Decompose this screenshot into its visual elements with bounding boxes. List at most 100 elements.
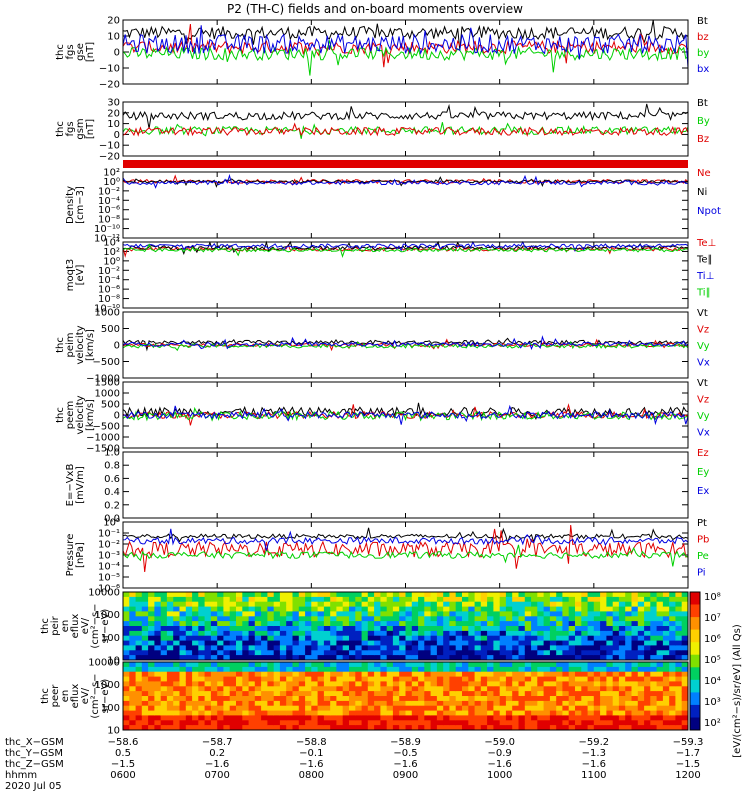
heatmap-cell	[556, 616, 563, 622]
heatmap-cell	[248, 715, 256, 721]
series-Bt	[122, 19, 689, 51]
heatmap-cell	[349, 710, 356, 716]
heatmap-cell	[556, 650, 563, 656]
heatmap-cell	[606, 601, 614, 608]
heatmap-cell	[405, 596, 413, 603]
heatmap-cell	[518, 655, 526, 661]
heatmap-cell	[512, 705, 519, 712]
heatmap-cell	[436, 611, 444, 617]
heatmap-cell	[179, 700, 187, 707]
heatmap-cell	[279, 705, 287, 712]
heatmap-cell	[512, 662, 519, 668]
heatmap-cell	[449, 691, 457, 697]
heatmap-cell	[669, 621, 676, 627]
heatmap-cell	[656, 596, 664, 603]
heatmap-cell	[185, 630, 193, 637]
heatmap-cell	[631, 621, 639, 627]
heatmap-cell	[644, 710, 651, 716]
heatmap-cell	[380, 700, 388, 707]
heatmap-cell	[355, 621, 363, 627]
heatmap-cell	[656, 696, 664, 702]
ytick-label: −1000	[86, 433, 120, 444]
heatmap-cell	[367, 671, 375, 678]
heatmap-cell	[612, 705, 620, 712]
heatmap-cell	[192, 611, 199, 617]
heatmap-cell	[292, 696, 300, 702]
heatmap-cell	[505, 596, 513, 603]
heatmap-cell	[160, 630, 168, 637]
heatmap-cell	[637, 592, 645, 598]
heatmap-cell	[355, 596, 363, 603]
heatmap-cell	[430, 592, 438, 598]
heatmap-cell	[493, 666, 501, 673]
heatmap-cell	[518, 705, 526, 712]
heatmap-cell	[593, 611, 601, 617]
heatmap-cell	[411, 630, 419, 637]
heatmap-cell	[424, 720, 432, 726]
heatmap-cell	[361, 681, 369, 687]
heatmap-cell	[185, 715, 193, 721]
heatmap-cell	[123, 592, 130, 598]
heatmap-cell	[637, 710, 645, 716]
heatmap-cell	[618, 705, 626, 712]
heatmap-cell	[179, 676, 187, 682]
ylabel-line: [km/s]	[85, 329, 96, 361]
heatmap-cell	[637, 635, 645, 642]
heatmap-cell	[311, 635, 319, 642]
heatmap-cell	[631, 640, 639, 646]
colorbar-swatch	[690, 642, 700, 656]
heatmap-cell	[480, 662, 488, 668]
heatmap-cell	[675, 715, 683, 721]
heatmap-cell	[662, 662, 670, 668]
heatmap-cell	[518, 725, 526, 731]
heatmap-cell	[430, 606, 438, 612]
heatmap-cell	[562, 621, 570, 627]
heatmap-cell	[311, 681, 319, 687]
heatmap-cell	[342, 705, 350, 712]
heatmap-cell	[267, 671, 275, 678]
heatmap-cell	[669, 616, 676, 622]
heatmap-cell	[436, 621, 444, 627]
heatmap-cell	[236, 606, 243, 612]
heatmap-cell	[455, 630, 463, 637]
heatmap-cell	[367, 700, 375, 707]
heatmap-cell	[537, 645, 545, 651]
footer-value: 1100	[581, 770, 606, 781]
heatmap-cell	[185, 640, 193, 646]
ytick-label: 10	[107, 119, 120, 130]
heatmap-cell	[323, 720, 331, 726]
ylabel-line: peem	[65, 401, 76, 429]
heatmap-cell	[267, 640, 275, 646]
heatmap-cell	[625, 650, 632, 656]
heatmap-cell	[160, 720, 168, 726]
heatmap-cell	[662, 720, 670, 726]
heatmap-cell	[254, 662, 262, 668]
heatmap-cell	[468, 671, 476, 678]
heatmap-cell	[160, 645, 168, 651]
heatmap-cell	[669, 662, 676, 668]
heatmap-cell	[198, 696, 206, 702]
heatmap-cell	[317, 606, 325, 612]
heatmap-cell	[248, 671, 256, 678]
heatmap-cell	[254, 715, 262, 721]
heatmap-cell	[123, 635, 130, 642]
heatmap-cell	[123, 715, 130, 721]
heatmap-cell	[505, 592, 513, 598]
heatmap-cell	[493, 715, 501, 721]
heatmap-cell	[179, 635, 187, 642]
heatmap-cell	[575, 676, 582, 682]
heatmap-cell	[367, 686, 375, 692]
heatmap-cell	[386, 640, 394, 646]
heatmap-cell	[248, 725, 256, 731]
heatmap-cell	[487, 696, 494, 702]
heatmap-cell	[148, 662, 155, 668]
heatmap-cell	[292, 592, 300, 598]
heatmap-cell	[575, 596, 582, 603]
heatmap-cell	[279, 650, 287, 656]
heatmap-cell	[650, 691, 658, 697]
heatmap-cell	[474, 715, 482, 721]
heatmap-cell	[342, 645, 350, 651]
heatmap-cell	[254, 725, 262, 731]
heatmap-cell	[637, 601, 645, 608]
